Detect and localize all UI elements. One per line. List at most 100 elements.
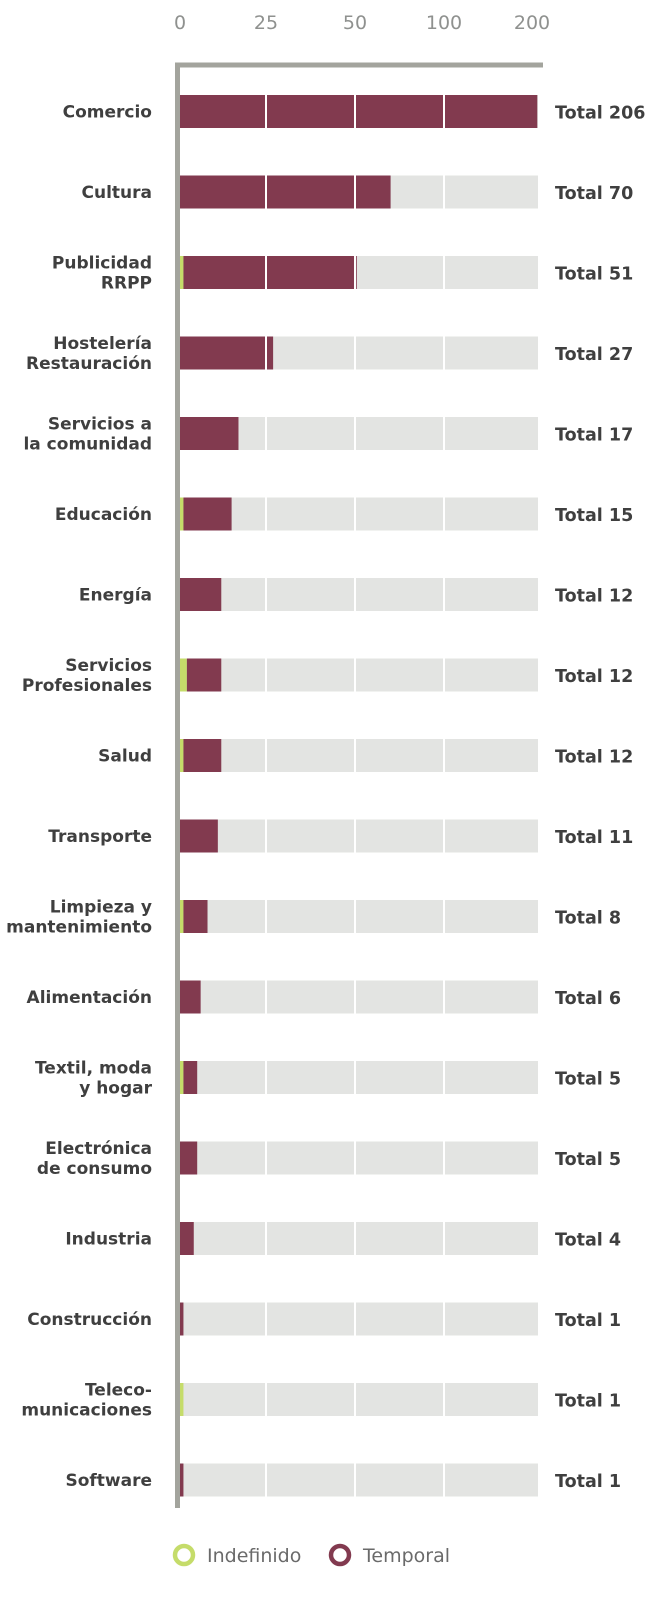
bar-segment-indefinido [180,1383,184,1416]
category-label: Textil, moda y hogar [35,1059,153,1099]
category-label: Energía [79,586,152,606]
category-label: Transporte [48,827,152,847]
bar-track [180,1141,538,1175]
category-label-line: Profesionales [22,676,152,696]
legend-label: Indefinido [207,1545,301,1567]
bar-track [180,1222,538,1255]
category-label-line: Electrónica [45,1139,152,1159]
category-label: Comercio [63,103,152,123]
total-label: Total 12 [555,667,633,687]
category-label-line: Restauración [26,354,152,374]
bar-segment-temporal [183,900,208,933]
category-label: Servicios Profesionales [22,656,152,696]
bar-segment-temporal [180,1463,184,1497]
category-label: Cultura [82,183,153,203]
bar-segment-indefinido [180,1061,184,1094]
legend-marker-indefinido [172,1543,196,1567]
total-label: Total 1 [555,1472,621,1492]
bar-track [180,900,538,933]
total-label: Total 5 [555,1070,621,1090]
x-tick-label: 100 [426,12,462,34]
total-label: Total 51 [555,265,633,285]
legend-label: Temporal [362,1545,450,1567]
x-tick-label: 25 [254,12,278,34]
category-label: Educación [55,505,152,525]
total-label: Total 15 [555,506,633,526]
category-label: Servicios a la comunidad [23,415,152,455]
total-label: Total 4 [555,1231,621,1251]
legend-marker-temporal [328,1543,352,1567]
x-tick-label: 0 [174,12,186,34]
category-label-line: Hostelería [53,334,152,354]
bar-segment-temporal [180,1302,184,1336]
category-label-line: Publicidad [52,254,152,274]
bar-segment-indefinido [180,658,187,692]
category-label-line: Transporte [48,827,152,847]
bar-segment-indefinido [180,256,184,289]
category-label-line: Textil, moda [35,1059,152,1079]
category-label-line: mantenimiento [6,918,152,938]
category-label: Industria [65,1230,152,1250]
category-label: Publicidad RRPP [52,254,152,294]
total-label: Total 12 [555,587,633,607]
total-label: Total 206 [555,104,645,124]
total-label: Total 12 [555,748,633,768]
bar-segment-temporal [183,739,222,772]
bar-segment-temporal [180,1141,198,1175]
category-label: Software [65,1471,152,1491]
category-label: Limpieza y mantenimiento [6,898,152,938]
category-label-line: municaciones [21,1401,152,1421]
category-label-line: de consumo [37,1159,152,1179]
category-label-line: Industria [65,1230,152,1250]
bar-segment-indefinido [180,739,184,772]
total-label: Total 11 [555,828,633,848]
bar-track [180,578,538,611]
total-label: Total 6 [555,989,621,1009]
category-label-line: la comunidad [23,435,152,455]
bar-track [180,1302,538,1336]
bar-segment-temporal [180,336,274,370]
bar-segment-temporal [180,175,391,209]
category-label-line: Alimentación [27,988,152,1008]
category-label-line: Construcción [27,1310,152,1330]
bar-segment-temporal [183,497,232,531]
category-label-line: Servicios a [48,415,152,435]
category-label-line: y hogar [79,1079,152,1099]
category-label: Electrónica de consumo [37,1139,152,1179]
category-label-line: Limpieza y [50,898,152,918]
bar-segment-temporal [183,1061,198,1094]
bar-track [180,497,538,531]
x-tick-label: 200 [514,12,550,34]
total-label: Total 1 [555,1311,621,1331]
category-label: Alimentación [27,988,152,1008]
total-label: Total 5 [555,1150,621,1170]
category-label-line: Software [65,1471,152,1491]
bar-track [180,739,538,772]
category-label: Construcción [27,1310,152,1330]
bar-track [180,819,538,853]
category-label-line: Comercio [63,103,152,123]
category-label-line: Salud [98,747,152,767]
bar-segment-indefinido [180,497,184,531]
bar-segment-temporal [186,658,222,692]
bar-segment-temporal [180,578,222,611]
total-label: Total 1 [555,1392,621,1412]
category-label-line: Cultura [82,183,153,203]
bar-segment-temporal [183,256,357,289]
bar-track [180,417,538,450]
category-label-line: Educación [55,505,152,525]
category-label-line: Teleco- [85,1381,152,1401]
category-label-line: Energía [79,586,152,606]
bar-segment-temporal [180,95,538,128]
bar-track [180,980,538,1014]
x-tick-label: 50 [343,12,367,34]
bar-track [180,1383,538,1416]
bar-segment-temporal [180,980,201,1014]
bar-segment-temporal [180,417,239,450]
category-label-line: RRPP [101,274,152,294]
bar-segment-indefinido [180,900,184,933]
total-label: Total 17 [555,426,633,446]
category-label: Hostelería Restauración [26,334,152,374]
bar-track [180,1061,538,1094]
